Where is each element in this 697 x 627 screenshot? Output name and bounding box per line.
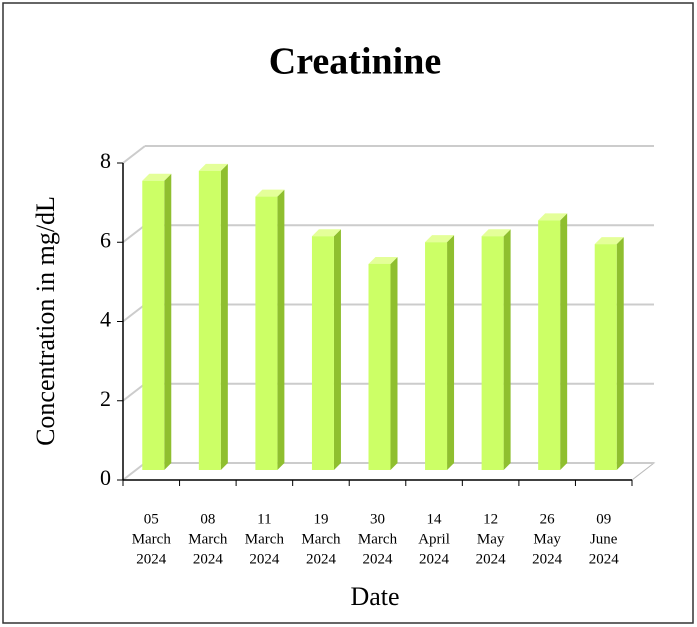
x-tick-label: 30 [370,511,385,527]
x-tick-label: 19 [313,511,328,527]
x-tick-label: 05 [144,511,159,527]
x-tick-label: June [590,531,618,547]
grid-line [122,145,146,164]
x-tick-label: March [358,531,398,547]
grid-line [122,462,146,481]
bar-side [333,229,341,470]
y-axis-label: Concentration in mg/dL [31,196,60,446]
chart-title: Creatinine [269,41,441,83]
x-tick-label: 2024 [306,551,337,567]
grid-line [122,303,146,323]
bar [255,196,278,470]
x-tick-label: 2024 [589,551,620,567]
bar-top [594,237,624,245]
grid-line [122,382,146,402]
bar-top [481,229,511,237]
y-tick-label: 6 [100,227,111,252]
bar [425,242,448,470]
bar-top [425,235,455,243]
x-tick-label: 11 [257,511,271,527]
bar-top [255,189,285,197]
bar-top [311,229,341,237]
bar [198,170,221,471]
x-tick-label: 2024 [476,551,507,567]
bar-side [277,189,285,470]
bar-top [198,163,228,171]
bar [594,244,617,470]
bar-side [447,235,455,470]
x-tick-label: April [418,531,450,547]
x-tick-label: 26 [540,511,556,527]
bar-side [503,229,511,470]
x-tick-label: March [301,531,341,547]
bar [481,236,504,470]
x-tick-label: 2024 [193,551,224,567]
bar-side [390,256,398,470]
x-tick-label: 09 [596,511,611,527]
x-tick-label: 2024 [136,551,167,567]
x-tick-label: 2024 [532,551,563,567]
x-tick-label: 12 [483,511,498,527]
x-tick-label: 14 [427,511,443,527]
bar-top [368,256,398,264]
x-tick-label: March [188,531,228,547]
bar-side [164,173,172,471]
bar [368,263,391,470]
grid-line [122,224,146,244]
x-tick-label: 2024 [249,551,280,567]
x-axis-label: Date [350,582,399,611]
y-tick-label: 0 [100,465,111,490]
x-tick-label: March [132,531,172,547]
y-tick-label: 8 [100,148,111,173]
bar-side [220,163,228,471]
bar-top [142,173,172,181]
bar [538,220,561,470]
y-tick-label: 4 [100,307,111,332]
x-tick-label: March [245,531,285,547]
x-tick-label: May [533,531,561,547]
y-tick-label: 2 [100,386,111,411]
bar [142,180,165,471]
x-tick-label: 08 [200,511,215,527]
bar-top [538,213,568,221]
x-tick-label: 2024 [419,551,450,567]
bar-side [616,237,624,470]
x-tick-label: 2024 [363,551,394,567]
x-tick-label: May [477,531,505,547]
bar [311,236,334,470]
bar-side [560,213,568,471]
